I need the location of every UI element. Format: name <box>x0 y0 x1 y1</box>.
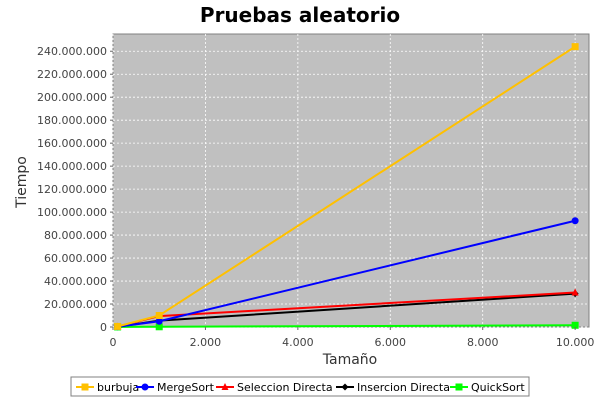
legend-item: MergeSort <box>136 381 215 394</box>
y-tick-label: 60.000.000 <box>44 252 107 265</box>
y-tick-label: 80.000.000 <box>44 229 107 242</box>
y-axis-label: Tiempo <box>14 156 30 209</box>
y-tick-label: 40.000.000 <box>44 275 107 288</box>
legend-marker <box>221 383 229 390</box>
y-tick-label: 20.000.000 <box>44 298 107 311</box>
data-point-burbuja <box>114 322 122 330</box>
legend-marker <box>341 383 349 391</box>
legend-marker <box>141 383 149 391</box>
x-tick-label: 6.000 <box>375 336 407 349</box>
data-point-burbuja <box>155 312 163 320</box>
x-tick-label: 4.000 <box>282 336 314 349</box>
y-tick-label: 240.000.000 <box>37 45 107 58</box>
data-point-mergesort <box>571 217 579 225</box>
y-tick-label: 160.000.000 <box>37 137 107 150</box>
y-tick-label: 180.000.000 <box>37 114 107 127</box>
legend-marker <box>81 383 89 391</box>
chart-title: Pruebas aleatorio <box>200 3 400 27</box>
data-point-quicksort <box>155 323 163 331</box>
x-tick-label: 2.000 <box>190 336 222 349</box>
legend-item: QuickSort <box>450 381 525 394</box>
data-point-mergesort <box>155 317 163 325</box>
x-tick-label: 0 <box>110 336 117 349</box>
plot-background <box>112 33 590 328</box>
data-point-burbuja <box>571 43 579 51</box>
y-tick-label: 140.000.000 <box>37 160 107 173</box>
legend-label: QuickSort <box>471 381 525 394</box>
legend: burbuja MergeSort Seleccion Directa Inserci… <box>70 376 530 397</box>
x-axis: 0 2.000 4.000 6.000 8.000 10.000 <box>110 327 595 349</box>
legend-label: burbuja <box>97 381 139 394</box>
series-burbuja <box>114 43 579 330</box>
legend-label: Seleccion Directa <box>237 381 333 394</box>
x-tick-label: 8.000 <box>467 336 499 349</box>
legend-label: MergeSort <box>157 381 215 394</box>
y-axis: 0 20.000.000 40.000.000 60.000.000 80.000.00… <box>37 45 113 334</box>
data-point-quicksort <box>571 321 579 329</box>
legend-item: Seleccion Directa <box>216 381 333 394</box>
x-axis-label: Tamaño <box>322 352 377 368</box>
legend-item: burbuja <box>76 381 139 394</box>
plot-area <box>112 33 590 331</box>
y-tick-label: 220.000.000 <box>37 68 107 81</box>
legend-marker <box>455 383 463 391</box>
y-tick-label: 200.000.000 <box>37 91 107 104</box>
data-point-seleccion-directa <box>571 288 579 296</box>
y-tick-label: 0 <box>100 321 107 334</box>
y-tick-label: 100.000.000 <box>37 206 107 219</box>
legend-label: Insercion Directa <box>357 381 450 394</box>
legend-item: Insercion Directa <box>336 381 450 394</box>
legend-box <box>70 376 530 397</box>
y-tick-label: 120.000.000 <box>37 183 107 196</box>
x-tick-label: 10.000 <box>556 336 595 349</box>
